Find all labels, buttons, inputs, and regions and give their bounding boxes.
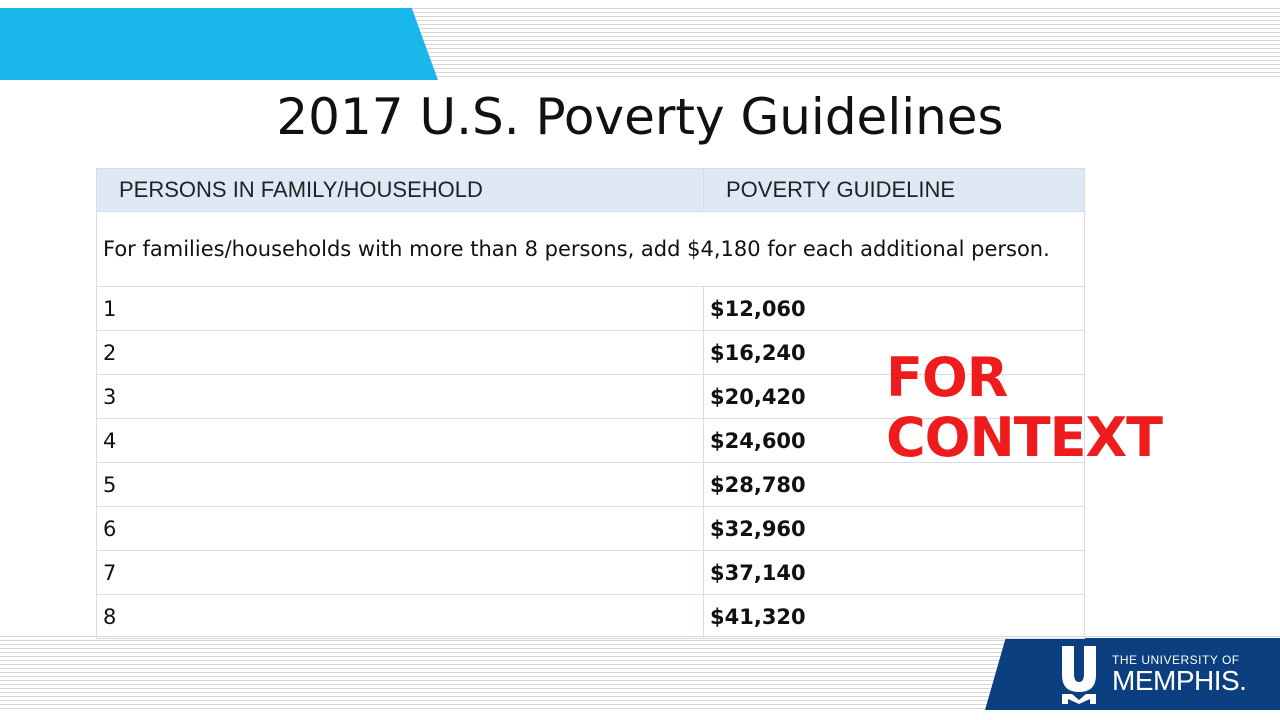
table-row: 1 $12,060 bbox=[96, 286, 1085, 331]
page-title: 2017 U.S. Poverty Guidelines bbox=[276, 88, 1004, 146]
persons-cell: 4 bbox=[96, 418, 704, 463]
for-context-overlay: FOR CONTEXT bbox=[886, 346, 1163, 469]
header-persons: PERSONS IN FAMILY/HOUSEHOLD bbox=[96, 168, 704, 212]
guideline-cell: $41,320 bbox=[703, 594, 1085, 639]
guideline-cell: $20,420 bbox=[703, 374, 1085, 419]
table-row: 3 $20,420 bbox=[96, 374, 1085, 419]
guideline-cell: $37,140 bbox=[703, 550, 1085, 595]
overlay-line-1: FOR bbox=[886, 346, 1008, 409]
top-stripe-decoration bbox=[410, 8, 1280, 78]
logo-line-1: THE UNIVERSITY OF bbox=[1112, 653, 1240, 667]
persons-cell: 5 bbox=[96, 462, 704, 507]
guideline-cell: $16,240 bbox=[703, 330, 1085, 375]
table-row: 6 $32,960 bbox=[96, 506, 1085, 551]
persons-cell: 8 bbox=[96, 594, 704, 639]
table-row: 4 $24,600 bbox=[96, 418, 1085, 463]
bottom-banner bbox=[985, 638, 1280, 710]
table-row: 5 $28,780 bbox=[96, 462, 1085, 507]
guideline-cell: $28,780 bbox=[703, 462, 1085, 507]
table-header-row: PERSONS IN FAMILY/HOUSEHOLD POVERTY GUID… bbox=[96, 168, 1085, 212]
logo-line-2: MEMPHIS. bbox=[1112, 665, 1247, 696]
guideline-cell: $12,060 bbox=[703, 286, 1085, 331]
persons-cell: 2 bbox=[96, 330, 704, 375]
top-banner bbox=[0, 8, 438, 80]
guideline-cell: $24,600 bbox=[703, 418, 1085, 463]
table-row: 8 $41,320 bbox=[96, 594, 1085, 639]
table-row: 2 $16,240 bbox=[96, 330, 1085, 375]
table-row: 7 $37,140 bbox=[96, 550, 1085, 595]
university-logo: THE UNIVERSITY OF MEMPHIS. bbox=[1060, 644, 1247, 704]
persons-cell: 1 bbox=[96, 286, 704, 331]
note-row: For families/households with more than 8… bbox=[96, 211, 1085, 287]
overlay-line-2: CONTEXT bbox=[886, 406, 1163, 469]
persons-cell: 6 bbox=[96, 506, 704, 551]
poverty-guideline-table: PERSONS IN FAMILY/HOUSEHOLD POVERTY GUID… bbox=[96, 168, 1085, 639]
persons-cell: 7 bbox=[96, 550, 704, 595]
note-text: For families/households with more than 8… bbox=[96, 211, 1085, 287]
um-logo-icon bbox=[1062, 646, 1096, 704]
header-guideline: POVERTY GUIDELINE bbox=[703, 168, 1085, 212]
guideline-cell: $32,960 bbox=[703, 506, 1085, 551]
persons-cell: 3 bbox=[96, 374, 704, 419]
